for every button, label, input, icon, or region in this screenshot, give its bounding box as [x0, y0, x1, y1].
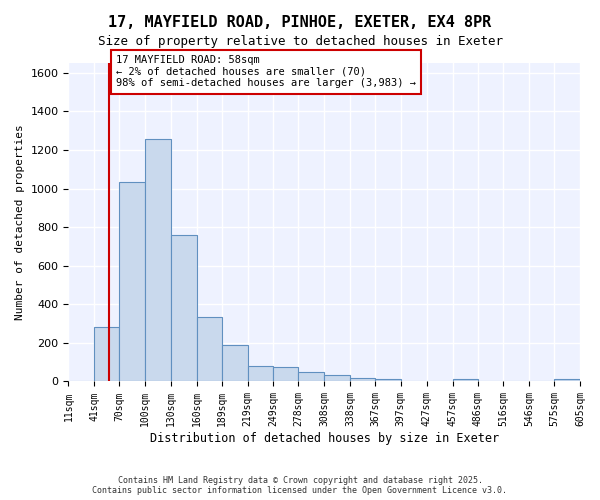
Bar — [171, 235, 197, 382]
Bar — [324, 376, 350, 382]
Bar — [222, 345, 248, 382]
Bar — [554, 379, 580, 382]
Bar — [197, 317, 222, 382]
Bar — [94, 328, 119, 382]
Bar — [375, 378, 401, 382]
Bar — [274, 367, 298, 382]
Text: 17, MAYFIELD ROAD, PINHOE, EXETER, EX4 8PR: 17, MAYFIELD ROAD, PINHOE, EXETER, EX4 8… — [109, 15, 491, 30]
Y-axis label: Number of detached properties: Number of detached properties — [15, 124, 25, 320]
Bar — [350, 378, 375, 382]
Text: Size of property relative to detached houses in Exeter: Size of property relative to detached ho… — [97, 35, 503, 48]
Bar — [119, 182, 145, 382]
Bar — [248, 366, 274, 382]
Text: Contains HM Land Registry data © Crown copyright and database right 2025.
Contai: Contains HM Land Registry data © Crown c… — [92, 476, 508, 495]
Bar — [452, 379, 478, 382]
Bar — [401, 380, 427, 382]
Bar — [298, 372, 324, 382]
X-axis label: Distribution of detached houses by size in Exeter: Distribution of detached houses by size … — [149, 432, 499, 445]
Bar — [68, 380, 94, 382]
Text: 17 MAYFIELD ROAD: 58sqm
← 2% of detached houses are smaller (70)
98% of semi-det: 17 MAYFIELD ROAD: 58sqm ← 2% of detached… — [116, 55, 416, 88]
Bar — [145, 140, 171, 382]
